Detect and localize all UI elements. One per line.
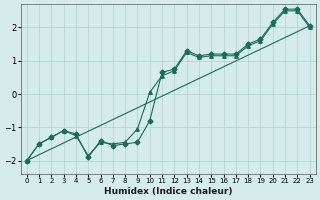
X-axis label: Humidex (Indice chaleur): Humidex (Indice chaleur) [104, 187, 232, 196]
